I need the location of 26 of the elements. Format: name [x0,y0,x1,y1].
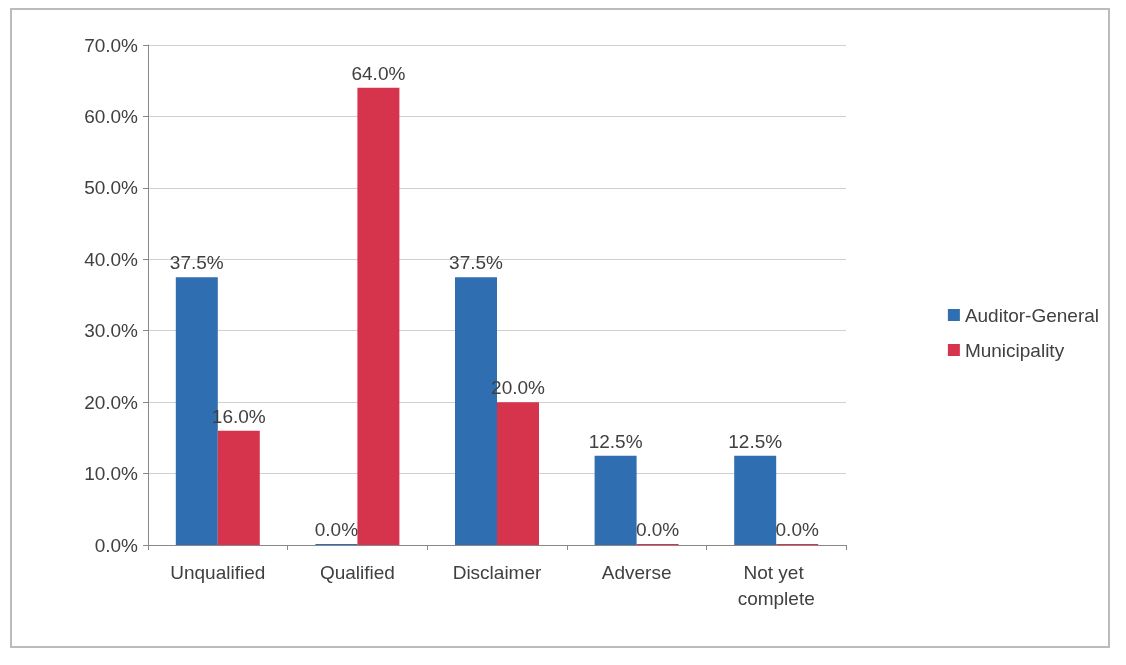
data-label: 64.0% [351,62,406,84]
x-tick-label: Not yet complete [737,561,815,609]
y-tick-label: 20.0% [84,391,139,413]
x-tick-label: Qualified [319,561,395,583]
data-label: 12.5% [728,430,783,452]
legend-label: Auditor-General [964,304,1099,326]
legend-label: Municipality [964,339,1065,361]
bar [734,455,777,545]
x-tick-label: Unqualified [170,561,266,583]
data-label: 12.5% [588,430,643,452]
y-tick-label: 10.0% [84,463,139,485]
bar [217,430,260,545]
bar [357,87,400,545]
bar [594,455,637,545]
y-tick-label: 40.0% [84,248,139,270]
data-label: 37.5% [169,252,224,274]
y-tick-label: 60.0% [84,105,139,127]
x-tick-label: Disclaimer [452,561,542,583]
data-label: 0.0% [775,519,819,540]
y-tick-label: 30.0% [84,320,139,342]
bar [497,402,539,545]
y-tick-label: 0.0% [94,534,139,556]
y-tick-label: 70.0% [84,34,139,56]
x-tick-label: Adverse [601,561,672,583]
data-label: 37.5% [449,252,504,274]
y-tick-label: 50.0% [84,177,139,199]
